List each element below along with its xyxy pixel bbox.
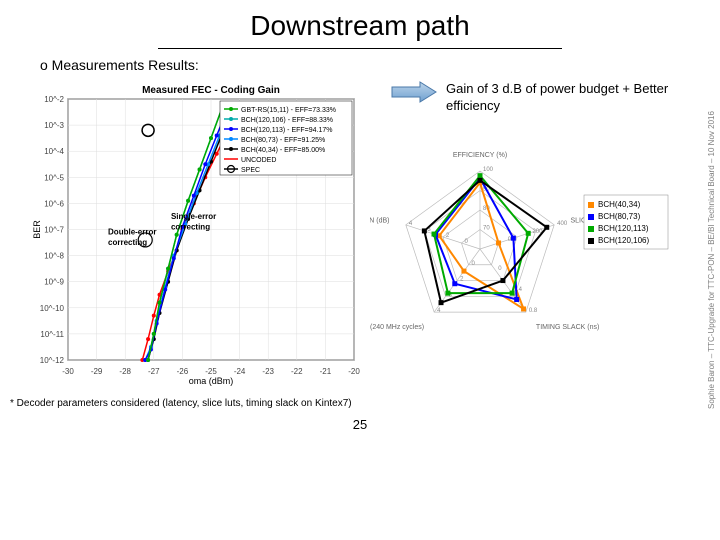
svg-text:10^-12: 10^-12 <box>40 356 65 365</box>
svg-text:BCH(120,106): BCH(120,106) <box>598 236 649 245</box>
ber-chart: -30 -29 -28 -27 -26 -25 -24 -23 -22 -21 -20 10^-2 10… <box>30 81 360 386</box>
svg-text:10^-4: 10^-4 <box>44 147 64 156</box>
svg-text:10^-5: 10^-5 <box>44 173 64 182</box>
svg-text:10^-2: 10^-2 <box>44 95 64 104</box>
svg-text:100: 100 <box>483 167 494 173</box>
svg-text:0.8: 0.8 <box>529 308 538 314</box>
radar-svg: EFFICIENCY (%)708090100SLICE LUTS0200400… <box>370 129 670 359</box>
svg-text:GBT-RS(15,11) - EFF=73.33%: GBT-RS(15,11) - EFF=73.33% <box>241 107 336 114</box>
svg-text:correcting: correcting <box>171 223 210 232</box>
svg-text:10^-3: 10^-3 <box>44 121 64 130</box>
svg-text:-27: -27 <box>148 367 160 376</box>
svg-text:SPEC: SPEC <box>241 167 260 174</box>
svg-text:-20: -20 <box>348 367 360 376</box>
arrow-note: Gain of 3 d.B of power budget + Better e… <box>370 81 710 115</box>
svg-text:Double-error: Double-error <box>108 228 156 237</box>
svg-text:-22: -22 <box>291 367 303 376</box>
svg-text:10^-11: 10^-11 <box>40 330 64 339</box>
svg-text:BCH(80,73) - EFF=91.25%: BCH(80,73) - EFF=91.25% <box>241 137 325 144</box>
svg-text:BCH(120,113) - EFF=94.17%: BCH(120,113) - EFF=94.17% <box>241 127 333 134</box>
svg-text:-26: -26 <box>177 367 189 376</box>
svg-text:-21: -21 <box>320 367 332 376</box>
svg-text:4: 4 <box>437 308 441 314</box>
svg-text:-28: -28 <box>119 367 131 376</box>
slide-title: Downstream path <box>0 0 720 48</box>
svg-text:BCH(120,106) - EFF=88.33%: BCH(120,106) - EFF=88.33% <box>241 117 333 124</box>
svg-text:Single-error: Single-error <box>171 212 216 221</box>
svg-text:-24: -24 <box>234 367 246 376</box>
svg-text:CODING GAIN (dB): CODING GAIN (dB) <box>370 217 389 224</box>
svg-text:10^-6: 10^-6 <box>44 199 64 208</box>
svg-text:BER: BER <box>32 220 42 239</box>
svg-text:-30: -30 <box>62 367 74 376</box>
right-column: Gain of 3 d.B of power budget + Better e… <box>370 81 710 386</box>
vertical-credit: Sophie Baron – TTC-Upgrade for TTC-PON –… <box>707 60 716 460</box>
bullet-text: o Measurements Results: <box>0 57 720 73</box>
content-row: -30 -29 -28 -27 -26 -25 -24 -23 -22 -21 -20 10^-2 10… <box>0 81 720 386</box>
svg-text:70: 70 <box>483 225 490 231</box>
svg-text:-29: -29 <box>91 367 103 376</box>
ber-svg: -30 -29 -28 -27 -26 -25 -24 -23 -22 -21 -20 10^-2 10… <box>30 81 360 386</box>
title-rule <box>158 48 561 49</box>
svg-text:BCH(40,34): BCH(40,34) <box>598 200 641 209</box>
note-text: Gain of 3 d.B of power budget + Better e… <box>446 81 710 115</box>
svg-text:TIMING SLACK (ns): TIMING SLACK (ns) <box>536 324 599 331</box>
svg-text:2: 2 <box>460 276 464 282</box>
svg-text:400: 400 <box>557 221 568 227</box>
svg-text:0: 0 <box>472 261 476 267</box>
svg-text:0: 0 <box>498 266 502 272</box>
svg-text:10^-8: 10^-8 <box>44 252 64 261</box>
radar-chart: EFFICIENCY (%)708090100SLICE LUTS0200400… <box>370 129 670 359</box>
svg-text:EFFICIENCY (%): EFFICIENCY (%) <box>453 152 507 159</box>
svg-text:2: 2 <box>446 233 450 239</box>
svg-text:10^-9: 10^-9 <box>44 278 64 287</box>
svg-text:10^-7: 10^-7 <box>44 226 64 235</box>
svg-text:BCH(80,73): BCH(80,73) <box>598 212 641 221</box>
svg-text:-23: -23 <box>262 367 274 376</box>
svg-text:4: 4 <box>409 221 413 227</box>
svg-text:-25: -25 <box>205 367 217 376</box>
svg-text:FRAME LATENCY OVERHEAD (240 MH: FRAME LATENCY OVERHEAD (240 MHz cycles) <box>370 324 424 331</box>
svg-text:UNCODED: UNCODED <box>241 157 276 164</box>
arrow-icon <box>390 81 438 103</box>
page-number: 25 <box>0 417 720 432</box>
svg-text:0: 0 <box>464 239 468 245</box>
svg-text:BCH(40,34) - EFF=85.00%: BCH(40,34) - EFF=85.00% <box>241 147 325 154</box>
footnote-text: * Decoder parameters considered (latency… <box>0 398 720 409</box>
svg-text:Measured FEC - Coding Gain: Measured FEC - Coding Gain <box>142 85 280 96</box>
svg-text:10^-10: 10^-10 <box>40 304 65 313</box>
svg-text:oma (dBm): oma (dBm) <box>189 376 234 386</box>
svg-text:BCH(120,113): BCH(120,113) <box>598 224 649 233</box>
